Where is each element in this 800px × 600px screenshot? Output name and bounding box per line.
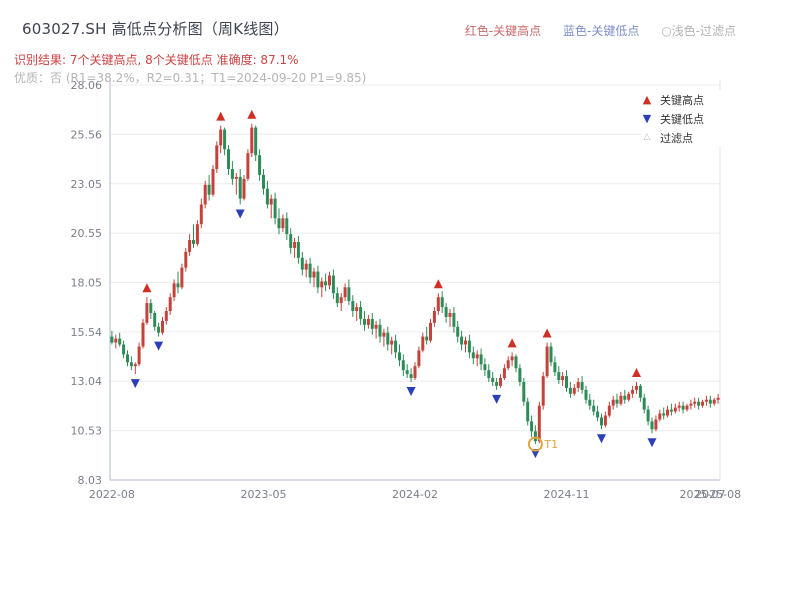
svg-text:2025-07: 2025-07 bbox=[680, 488, 726, 501]
svg-text:8.03: 8.03 bbox=[78, 474, 103, 487]
svg-text:10.53: 10.53 bbox=[71, 425, 103, 438]
page-title: 603027.SH 高低点分析图（周K线图） bbox=[22, 20, 289, 38]
svg-text:28.06: 28.06 bbox=[71, 79, 103, 92]
svg-text:18.05: 18.05 bbox=[71, 276, 103, 289]
legend-key-low: 蓝色-关键低点 bbox=[563, 24, 640, 38]
x-axis-labels: 2022-08 2023-05 2024-02 2024-11 2025-072025-… bbox=[89, 488, 741, 501]
plot-legend-filtered-label: 过滤点 bbox=[660, 131, 693, 145]
recognition-result: 识别结果: 7个关键高点, 8个关键低点 准确度: 87.1% bbox=[14, 53, 299, 67]
axes bbox=[109, 80, 721, 481]
svg-text:2025-08: 2025-08 bbox=[695, 488, 741, 501]
quality-line: 优质：否 (R1=38.2%，R2=0.31；T1=2024-09-20 P1=… bbox=[14, 71, 367, 85]
y-axis-labels: 8.03 10.53 13.04 15.54 18.05 20.55 23.05 25.56 2… bbox=[71, 79, 103, 487]
plot-legend-item-high: ▲ 关键高点 bbox=[641, 90, 727, 109]
legend-key-filtered: ○浅色-过滤点 bbox=[661, 24, 736, 38]
t1-annotation: T1 bbox=[527, 436, 558, 452]
svg-text:2022-08: 2022-08 bbox=[89, 488, 135, 501]
svg-text:23.05: 23.05 bbox=[71, 178, 103, 191]
legend-key-high: 红色-关键高点 bbox=[464, 24, 542, 38]
svg-text:2024-11: 2024-11 bbox=[544, 488, 590, 501]
svg-text:T1: T1 bbox=[543, 438, 558, 451]
key-low-markers bbox=[130, 209, 657, 459]
key-high-markers bbox=[142, 109, 641, 377]
plot-legend-high-label: 关键高点 bbox=[660, 93, 704, 107]
svg-text:20.55: 20.55 bbox=[71, 227, 103, 240]
plot-legend-item-low: ▼ 关键低点 bbox=[641, 109, 727, 128]
gridlines bbox=[110, 84, 720, 481]
key-low-triangle-icon: ▼ bbox=[642, 112, 652, 125]
svg-text:13.04: 13.04 bbox=[71, 375, 103, 388]
plot-legend-item-filtered: △ 过滤点 bbox=[641, 128, 727, 147]
filtered-point-triangle-icon: △ bbox=[643, 132, 651, 142]
svg-text:25.56: 25.56 bbox=[71, 128, 103, 141]
svg-text:2023-05: 2023-05 bbox=[241, 488, 287, 501]
header-legend-key: 红色-关键高点 蓝色-关键低点 ○浅色-过滤点 bbox=[447, 22, 736, 39]
plot-legend: ▲ 关键高点 ▼ 关键低点 △ 过滤点 bbox=[641, 90, 727, 147]
plot-legend-low-label: 关键低点 bbox=[660, 112, 704, 126]
svg-text:2024-02: 2024-02 bbox=[392, 488, 438, 501]
candles bbox=[110, 123, 720, 445]
key-high-triangle-icon: ▲ bbox=[642, 93, 652, 106]
svg-text:15.54: 15.54 bbox=[71, 326, 103, 339]
